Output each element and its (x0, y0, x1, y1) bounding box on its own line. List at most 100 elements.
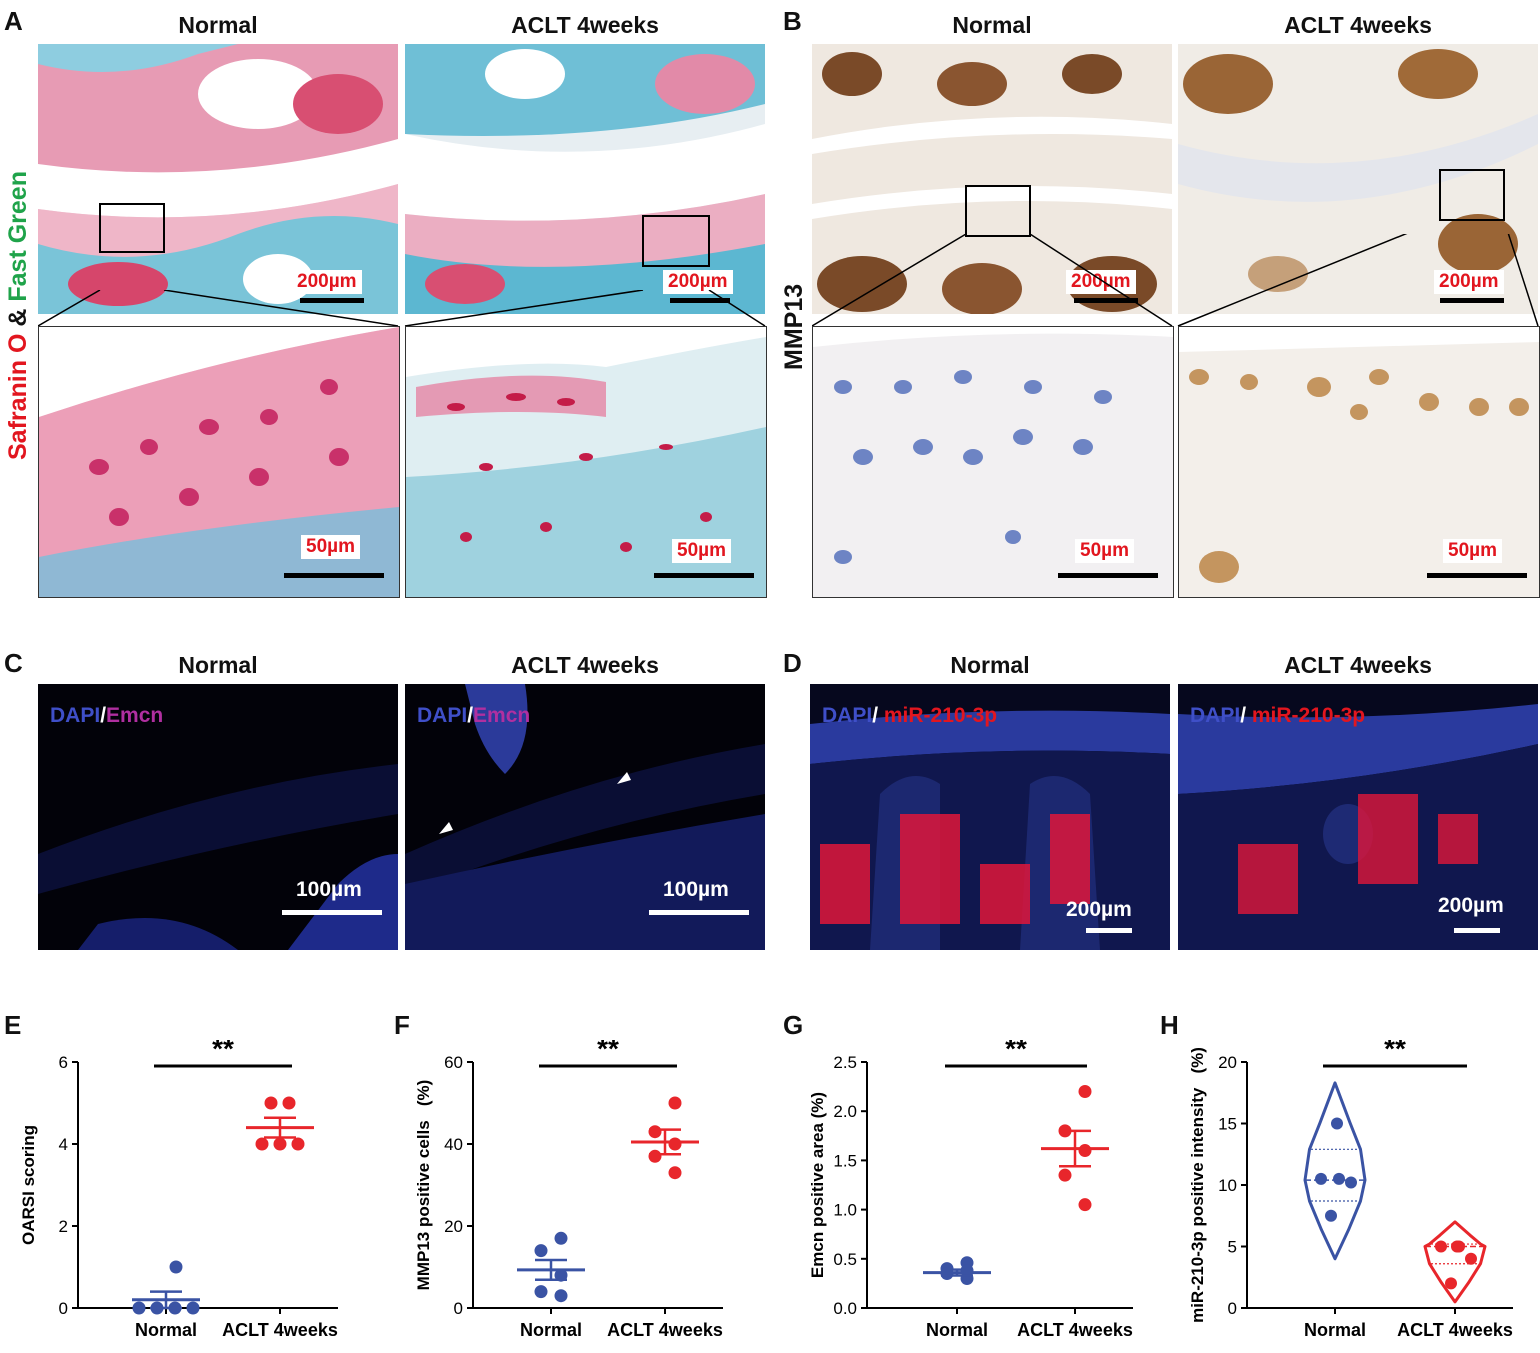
micrograph-a-aclt-low: 200µm (405, 44, 765, 314)
scale-bar (282, 910, 382, 915)
chart-mir210-positive-intensity: 0 5 10 15 20 Normal ACLT 4weeks miR-210-3p posi… (1188, 1040, 1513, 1340)
x-tick-label: ACLT 4weeks (1017, 1320, 1133, 1340)
channel-separator: / (1240, 704, 1247, 727)
panel-label-c: C (4, 648, 23, 678)
data-point (1315, 1172, 1327, 1185)
dapi-label: DAPI (822, 704, 873, 727)
violin-0 (1303, 1081, 1367, 1261)
mir-210-3p-label: miR-210-3p (883, 704, 998, 727)
scale-bar-label: 50µm (1075, 539, 1134, 563)
data-point (1465, 1252, 1477, 1265)
panel-label-f: F (394, 1010, 410, 1040)
channel-legend: DAPI/Emcn (417, 704, 530, 728)
chart-mmp13-positive-cells: 0 20 40 60 Normal ACLT 4weeks MMP13 positive c… (414, 1040, 723, 1340)
fast-green-label: Fast Green (4, 171, 32, 302)
scale-bar-label: 50µm (1443, 539, 1502, 563)
panel-a-title-aclt: ACLT 4weeks (511, 12, 659, 38)
data-point (132, 1301, 146, 1315)
dapi-label: DAPI (1190, 704, 1241, 727)
data-point (668, 1137, 682, 1151)
data-point (273, 1137, 287, 1151)
chart-oarsi-scoring: 0 2 4 6 Normal ACLT 4weeks OARSI scoring ** (19, 1040, 338, 1340)
y-tick-label: 4 (59, 1135, 68, 1154)
data-point (648, 1125, 662, 1139)
data-point (1345, 1176, 1357, 1189)
scale-bar (654, 573, 754, 578)
ampersand: & (4, 301, 32, 334)
panel-label-e: E (4, 1010, 22, 1040)
scale-bar (1454, 928, 1500, 933)
scale-bar (1440, 298, 1504, 303)
scale-bar (1086, 928, 1132, 933)
y-tick-label: 20 (444, 1217, 463, 1236)
y-tick-label: 1.5 (833, 1151, 857, 1170)
channel-separator: / (100, 704, 107, 727)
y-tick-label: 1.0 (833, 1201, 857, 1220)
data-point (1078, 1198, 1092, 1212)
scale-bar (1074, 298, 1138, 303)
data-point (1325, 1209, 1337, 1222)
chart-emcn-positive-area: 0.0 0.5 1.0 1.5 2.0 2.5 Normal ACLT 4weeks Emcn … (808, 1040, 1133, 1340)
scale-bar-label: 200µm (292, 270, 362, 294)
data-point (1331, 1117, 1343, 1130)
channel-legend: DAPI/ miR-210-3p (822, 704, 997, 728)
data-point (668, 1166, 682, 1180)
data-point (1078, 1144, 1092, 1158)
y-tick-label: 60 (444, 1053, 463, 1072)
channel-separator: / (872, 704, 879, 727)
panel-label-b: B (783, 6, 802, 36)
data-point (1058, 1168, 1072, 1182)
data-point (648, 1149, 662, 1163)
micrograph-b-normal-low: 200µm (812, 44, 1172, 314)
y-tick-label: 6 (59, 1053, 68, 1072)
y-axis-label: MMP13 positive cells (%) (414, 1080, 433, 1291)
scale-bar-label: 200µm (1066, 270, 1136, 294)
y-tick-label: 5 (1228, 1238, 1237, 1257)
zoom-connectors-b (812, 234, 1539, 327)
panel-b-title-normal: Normal (952, 12, 1032, 38)
data-point (291, 1137, 305, 1151)
panel-c-title-aclt: ACLT 4weeks (511, 652, 659, 678)
y-tick-label: 0 (59, 1299, 68, 1318)
micrograph-a-normal-high: 50µm (38, 326, 400, 598)
scale-bar (670, 298, 730, 303)
x-tick-label: ACLT 4weeks (1397, 1320, 1513, 1340)
micrograph-b-aclt-high: 50µm (1178, 326, 1540, 598)
data-point (264, 1096, 278, 1110)
data-point (1078, 1085, 1092, 1099)
y-tick-label: 0 (1228, 1299, 1237, 1318)
micrograph-b-aclt-low: 200µm (1178, 44, 1538, 314)
scale-bar-label: 200µm (1434, 270, 1504, 294)
x-tick-label: Normal (926, 1320, 988, 1340)
scale-bar-label: 50µm (672, 539, 731, 563)
panel-b-title-aclt: ACLT 4weeks (1284, 12, 1432, 38)
panel-a-stain-label: Safranin O & Fast Green (4, 171, 33, 460)
data-point (554, 1231, 568, 1245)
scale-bar-label: 200µm (663, 270, 733, 294)
data-point (1333, 1172, 1345, 1185)
y-axis-label: miR-210-3p positive intensity (%) (1188, 1047, 1207, 1323)
scale-bar-label: 200µm (1066, 898, 1132, 921)
x-tick-label: ACLT 4weeks (222, 1320, 338, 1340)
x-tick-label: Normal (135, 1320, 197, 1340)
y-tick-label: 40 (444, 1135, 463, 1154)
scale-bar (649, 910, 749, 915)
fluorescence-c-normal: DAPI/Emcn 100µm (38, 684, 398, 950)
dapi-label: DAPI (50, 704, 101, 727)
data-point (186, 1301, 200, 1315)
channel-legend: DAPI/Emcn (50, 704, 163, 728)
y-tick-label: 2 (59, 1217, 68, 1236)
micrograph-a-normal-low: 200µm (38, 44, 398, 314)
panel-label-a: A (4, 6, 23, 36)
y-tick-label: 2.5 (833, 1053, 857, 1072)
scale-bar-label: 200µm (1438, 894, 1504, 917)
y-axis-label: Emcn positive area (%) (808, 1092, 827, 1278)
data-point (554, 1268, 568, 1282)
data-point (282, 1096, 296, 1110)
violin-1 (1423, 1220, 1487, 1304)
y-tick-label: 2.0 (833, 1102, 857, 1121)
panel-label-g: G (783, 1010, 804, 1040)
data-point (1435, 1240, 1447, 1253)
panel-a-title-normal: Normal (178, 12, 258, 38)
panel-b-stain-label: MMP13 (780, 283, 808, 370)
